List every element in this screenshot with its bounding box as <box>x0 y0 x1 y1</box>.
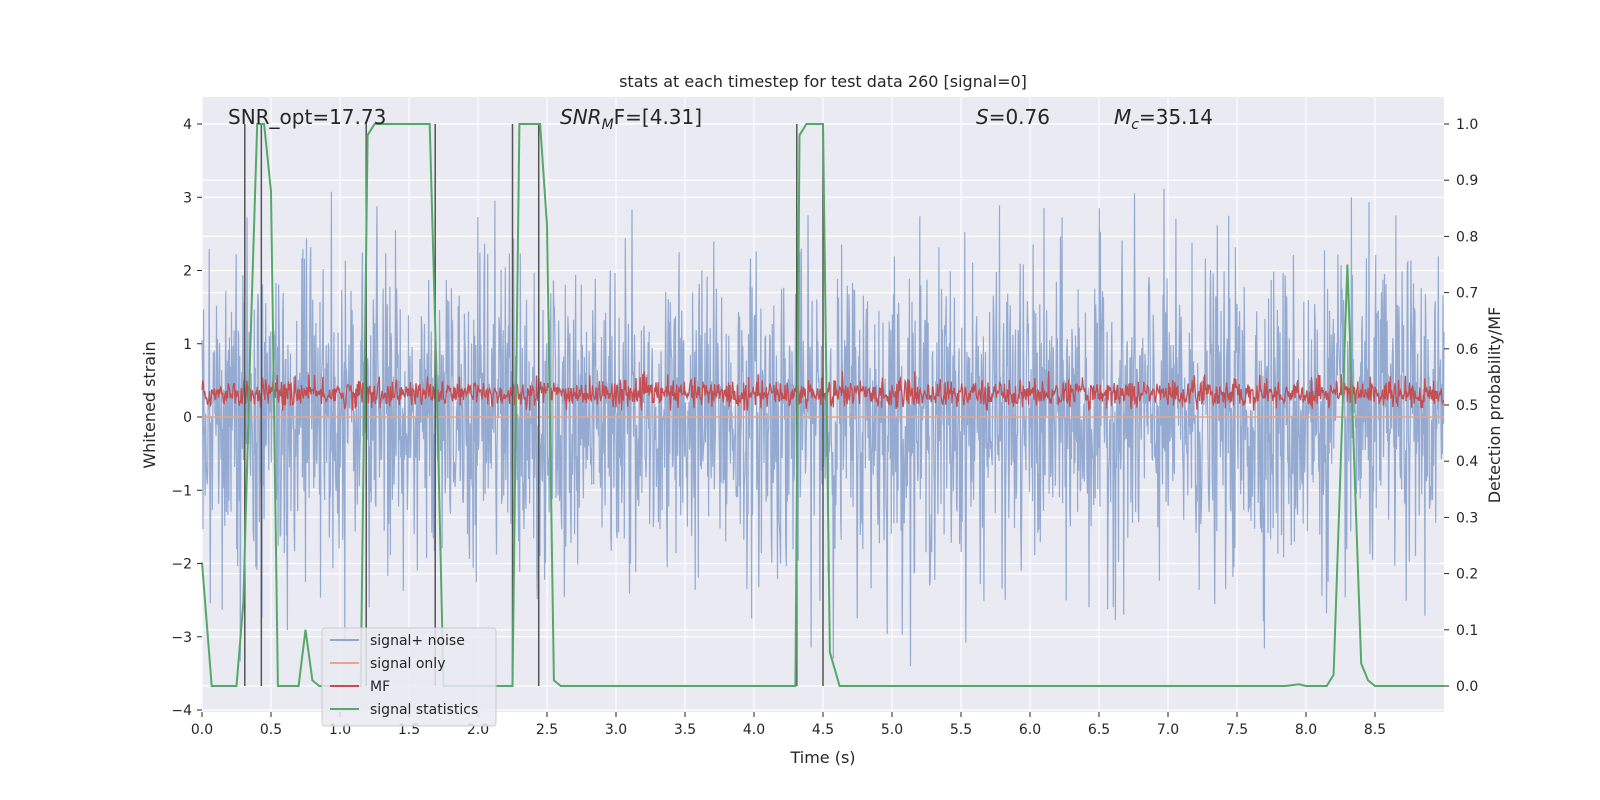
y-tick-label-left: −2 <box>171 557 192 573</box>
y-axis-label-left: Whitened strain <box>140 341 159 468</box>
annotation-snr-opt: SNR_opt=17.73 <box>228 105 386 129</box>
y-tick-label-right: 0.6 <box>1456 342 1478 358</box>
x-tick-label: 5.0 <box>881 722 903 738</box>
legend-label-signal-only: signal only <box>370 656 445 672</box>
legend-label-signal-noise: signal+ noise <box>370 633 465 649</box>
y-tick-label-right: 1.0 <box>1456 117 1478 133</box>
y-tick-label-right: 0.9 <box>1456 173 1478 189</box>
series-line-signal-statistics <box>201 123 1444 687</box>
left-y-ticks: −4 −3 −2 −1 0 1 2 3 4 <box>171 117 202 719</box>
y-tick-label-left: 1 <box>183 337 192 353</box>
x-tick-label: 3.0 <box>605 722 627 738</box>
x-tick-label: 0.0 <box>191 722 213 738</box>
x-tick-label: 5.5 <box>950 722 972 738</box>
y-tick-label-left: 0 <box>183 410 192 426</box>
x-tick-label: 2.5 <box>536 722 558 738</box>
annotation-snr-mf: SNRMF=[4.31] <box>560 105 702 133</box>
legend-box <box>321 627 497 727</box>
x-ticks: 0.0 0.5 1.0 1.5 2.0 2.5 3.0 3.5 4.0 4.5 5.0 5.5 6.0 6… <box>191 712 1386 738</box>
legend-label-mf: MF <box>370 679 390 695</box>
legend: signal+ noise signal only MF signal stat… <box>321 627 497 727</box>
signal-statistics-series <box>201 123 1444 687</box>
chart-title: stats at each timestep for test data 260… <box>619 72 1027 91</box>
y-tick-label-left: −3 <box>171 630 192 646</box>
x-tick-label: 7.0 <box>1157 722 1179 738</box>
x-tick-label: 8.5 <box>1364 722 1386 738</box>
y-tick-label-left: 3 <box>183 190 192 206</box>
x-tick-label: 4.0 <box>743 722 765 738</box>
x-tick-label: 6.0 <box>1019 722 1041 738</box>
x-tick-label: 8.0 <box>1295 722 1317 738</box>
x-tick-label: 3.5 <box>674 722 696 738</box>
y-tick-label-left: −1 <box>171 483 192 499</box>
y-tick-label-right: 0.7 <box>1456 286 1478 302</box>
legend-label-signal-statistics: signal statistics <box>370 702 478 718</box>
y-tick-label-right: 0.8 <box>1456 229 1478 245</box>
annotation-mc: Mc=35.14 <box>1114 105 1213 133</box>
x-axis-label: Time (s) <box>789 748 855 767</box>
x-tick-label: 7.5 <box>1226 722 1248 738</box>
y-tick-label-right: 0.2 <box>1456 567 1478 583</box>
x-tick-label: 4.5 <box>812 722 834 738</box>
y-tick-label-right: 0.1 <box>1456 623 1478 639</box>
x-tick-label: 6.5 <box>1088 722 1110 738</box>
y-tick-label-left: −4 <box>171 703 192 719</box>
y-tick-label-right: 0.3 <box>1456 510 1478 526</box>
y-axis-label-right: Detection probability/MF <box>1485 307 1504 504</box>
x-tick-label: 0.5 <box>260 722 282 738</box>
y-tick-label-right: 0.5 <box>1456 398 1478 414</box>
y-tick-label-right: 0.4 <box>1456 454 1478 470</box>
y-tick-label-left: 2 <box>183 264 192 280</box>
y-tick-label-left: 4 <box>183 117 192 133</box>
right-y-ticks: 0.0 0.1 0.2 0.3 0.4 0.5 0.6 0.7 0.8 0.9 1.0 <box>1444 117 1478 695</box>
annotation-s: S=0.76 <box>976 105 1050 129</box>
y-tick-label-right: 0.0 <box>1456 679 1478 695</box>
